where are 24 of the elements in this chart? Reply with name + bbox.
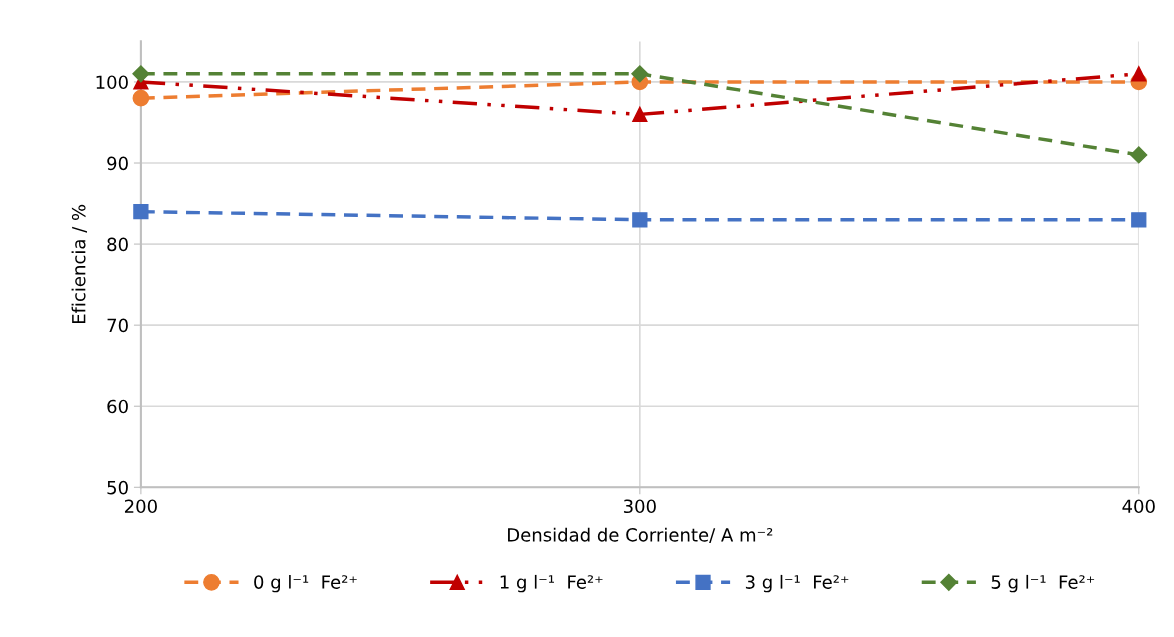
point: [132, 65, 150, 83]
legend-label: 5 g l⁻¹ Fe²⁺: [991, 574, 1095, 593]
point: [1131, 212, 1147, 228]
legend-label: 0 g l⁻¹ Fe²⁺: [254, 574, 357, 593]
point: [631, 65, 649, 83]
point: [632, 106, 648, 123]
x-tick-label: 300: [623, 499, 656, 514]
x-tick-label: 200: [124, 499, 157, 514]
x-axis-title: Densidad de Corriente/ A m⁻²: [508, 527, 773, 544]
point: [1130, 146, 1148, 164]
y-tick-label: 70: [107, 318, 128, 333]
y-tick-label: 50: [107, 480, 128, 495]
point: [133, 204, 149, 220]
legend-label: 1 g l⁻¹ Fe²⁺: [500, 574, 603, 593]
y-tick-label: 80: [107, 237, 128, 252]
y-tick-label: 60: [107, 399, 128, 414]
point: [632, 212, 648, 228]
point: [1131, 66, 1147, 82]
point: [132, 89, 150, 107]
x-tick-label: 400: [1122, 499, 1155, 514]
y-tick-label: 100: [96, 75, 128, 90]
y-tick-label: 90: [107, 156, 128, 171]
y-axis-title: Eficiencia / %: [71, 204, 87, 324]
legend-label: 3 g l⁻¹ Fe²⁺: [745, 574, 849, 593]
